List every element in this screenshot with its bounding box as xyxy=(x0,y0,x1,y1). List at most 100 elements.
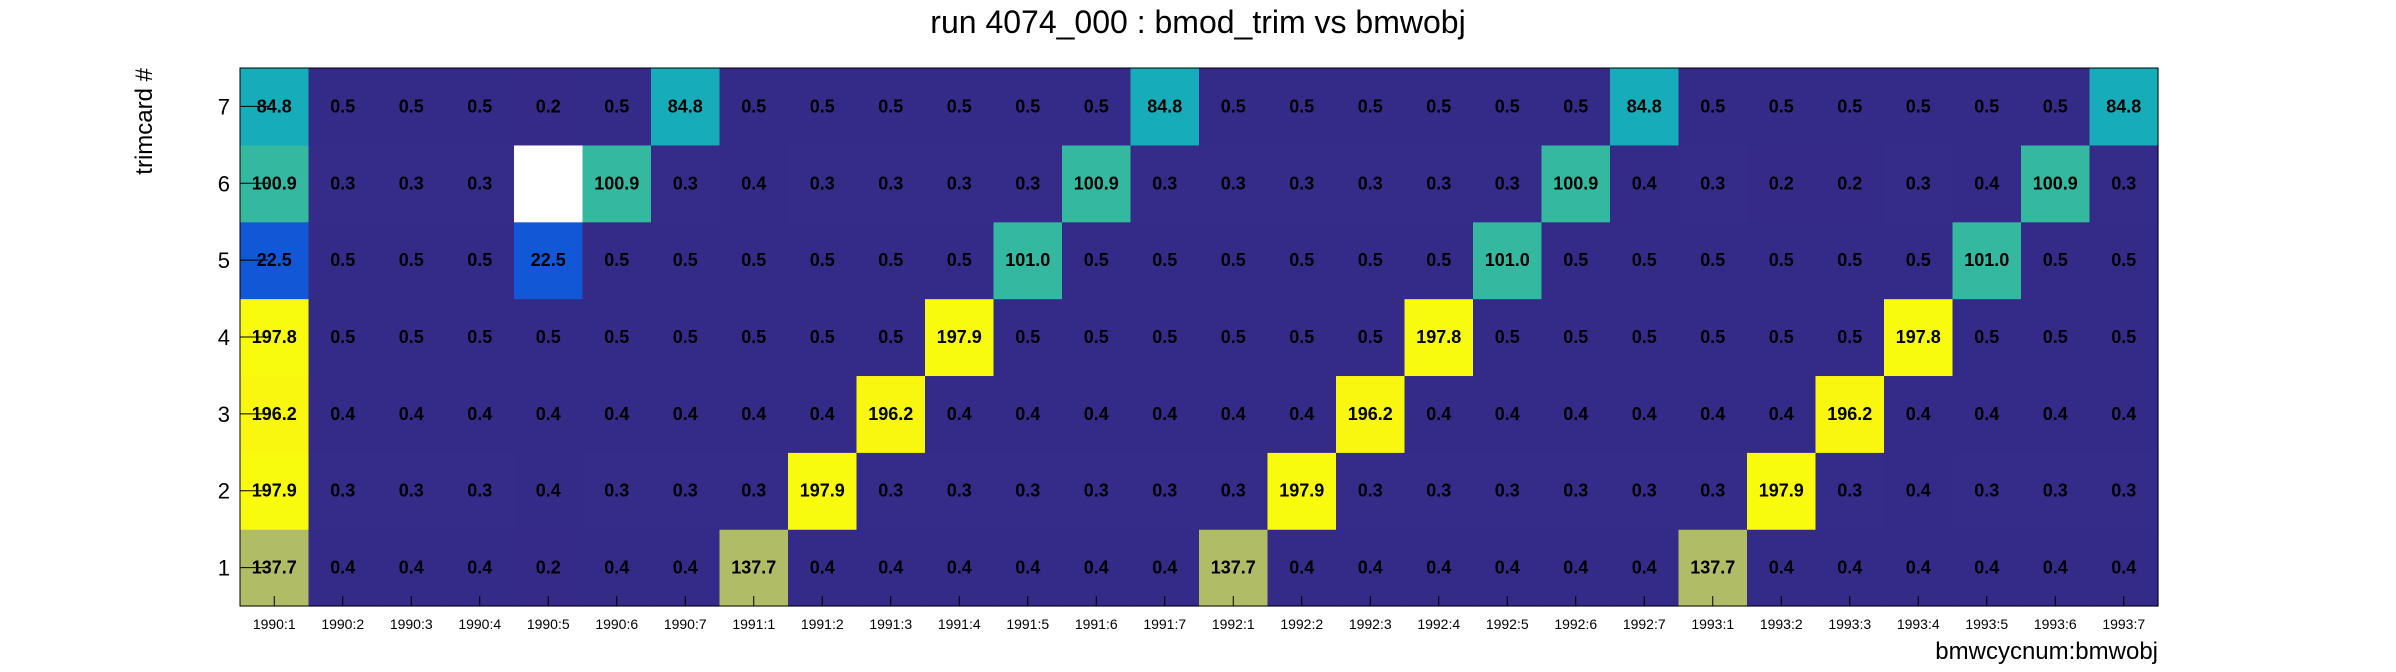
cell-value-label: 0.4 xyxy=(330,404,355,424)
heatmap-cell xyxy=(1815,529,1885,607)
cell-value-label: 0.3 xyxy=(1495,481,1520,501)
heatmap-cell xyxy=(925,452,995,530)
heatmap-cell xyxy=(582,298,652,377)
heatmap-cell xyxy=(1404,452,1474,530)
cell-value-label: 0.4 xyxy=(673,558,698,578)
heatmap-cell xyxy=(1062,298,1132,377)
heatmap-cell xyxy=(1541,221,1611,300)
cell-value-label: 0.4 xyxy=(1906,558,1931,578)
cell-value-label: 197.9 xyxy=(800,481,845,501)
cell-value-label: 0.3 xyxy=(1974,481,1999,501)
cell-value-label: 101.0 xyxy=(1005,250,1050,270)
cell-value-label: 197.9 xyxy=(252,481,297,501)
heatmap-cell xyxy=(1267,144,1337,223)
cell-value-label: 0.3 xyxy=(1358,173,1383,193)
heatmap-cell xyxy=(993,221,1063,300)
heatmap-cell xyxy=(1952,144,2022,223)
cell-value-label: 0.3 xyxy=(399,481,424,501)
heatmap-cell xyxy=(1815,68,1885,146)
cell-value-label: 0.4 xyxy=(673,404,698,424)
heatmap-cell xyxy=(788,529,858,607)
cell-value-label: 0.5 xyxy=(878,96,903,116)
cell-value-label: 0.3 xyxy=(1700,173,1725,193)
heatmap-cell xyxy=(445,221,515,300)
cell-value-label: 0.3 xyxy=(467,481,492,501)
cell-value-label: 0.3 xyxy=(1358,481,1383,501)
heatmap-cell xyxy=(1062,221,1132,300)
cell-value-label: 0.5 xyxy=(1974,96,1999,116)
heatmap-cell xyxy=(1747,68,1817,146)
x-tick-label: 1993:6 xyxy=(2034,616,2077,632)
cell-value-label: 197.8 xyxy=(1896,327,1941,347)
cell-value-label: 137.7 xyxy=(731,558,776,578)
cell-value-label: 0.3 xyxy=(1152,481,1177,501)
cell-value-label: 0.3 xyxy=(1700,481,1725,501)
x-tick-label: 1990:5 xyxy=(527,616,570,632)
heatmap-cell xyxy=(856,452,926,530)
cell-value-label: 100.9 xyxy=(594,173,639,193)
heatmap-cell xyxy=(445,298,515,377)
heatmap-cell xyxy=(651,221,721,300)
heatmap-cell xyxy=(1610,298,1680,377)
heatmap-cell xyxy=(514,529,584,607)
heatmap-cell xyxy=(719,144,789,223)
heatmap-cell xyxy=(1336,68,1406,146)
heatmap-cell xyxy=(2021,144,2091,223)
heatmap-cell xyxy=(719,529,789,607)
x-tick-label: 1991:4 xyxy=(938,616,981,632)
heatmap-cell xyxy=(1952,452,2022,530)
y-tick-label: 7 xyxy=(218,94,230,119)
cell-value-label: 197.8 xyxy=(252,327,297,347)
heatmap-cell xyxy=(1473,298,1543,377)
cell-value-label: 0.3 xyxy=(1563,481,1588,501)
cell-value-label: 0.5 xyxy=(1769,250,1794,270)
x-tick-label: 1990:7 xyxy=(664,616,707,632)
cell-value-label: 84.8 xyxy=(1627,96,1662,116)
cell-value-label: 0.5 xyxy=(604,250,629,270)
cell-value-label: 0.5 xyxy=(810,250,835,270)
heatmap-cell xyxy=(1884,221,1954,300)
cell-value-label: 0.3 xyxy=(878,173,903,193)
heatmap-cell xyxy=(1473,375,1543,453)
cell-value-label: 0.5 xyxy=(1769,327,1794,347)
cell-value-label: 0.5 xyxy=(1906,96,1931,116)
cell-value-label: 0.5 xyxy=(741,327,766,347)
x-axis: 1990:1 1990:2 1990:3 1990:4 1990:5 1990:6 1990… xyxy=(253,596,2145,632)
cell-value-label: 100.9 xyxy=(1553,173,1598,193)
heatmap-cell xyxy=(1267,452,1337,530)
cell-value-label: 0.2 xyxy=(536,558,561,578)
cell-value-label: 0.4 xyxy=(2043,404,2068,424)
cell-value-label: 0.4 xyxy=(947,404,972,424)
cell-value-label: 0.5 xyxy=(1358,250,1383,270)
heatmap-cell xyxy=(2089,452,2159,530)
cell-value-label: 0.5 xyxy=(1700,327,1725,347)
x-tick-label: 1991:1 xyxy=(732,616,775,632)
cell-value-label: 0.3 xyxy=(604,481,629,501)
heatmap-cell xyxy=(2021,529,2091,607)
heatmap-cell xyxy=(308,144,378,223)
cell-value-label: 0.5 xyxy=(1289,327,1314,347)
heatmap-cell xyxy=(582,375,652,453)
cell-value-label: 0.4 xyxy=(1974,558,1999,578)
cell-value-label: 0.5 xyxy=(1426,250,1451,270)
cell-value-label: 0.4 xyxy=(2111,558,2136,578)
cell-value-label: 0.5 xyxy=(1837,250,1862,270)
heatmap-cell xyxy=(1062,452,1132,530)
heatmap-cell xyxy=(1747,529,1817,607)
cell-value-label: 196.2 xyxy=(1348,404,1393,424)
heatmap-cell xyxy=(1610,144,1680,223)
heatmap-cell xyxy=(1199,298,1269,377)
heatmap-cell xyxy=(1815,221,1885,300)
heatmap-cell xyxy=(1404,144,1474,223)
cell-value-label: 0.4 xyxy=(1015,558,1040,578)
heatmap-cell xyxy=(582,221,652,300)
heatmap-cell xyxy=(514,375,584,453)
cell-value-label: 0.5 xyxy=(467,327,492,347)
heatmap-cell xyxy=(788,375,858,453)
cell-value-label: 0.3 xyxy=(741,481,766,501)
heatmap-cell xyxy=(719,68,789,146)
heatmap-cell xyxy=(1336,221,1406,300)
cell-value-label: 0.4 xyxy=(1906,404,1931,424)
cell-value-label: 0.2 xyxy=(1837,173,1862,193)
